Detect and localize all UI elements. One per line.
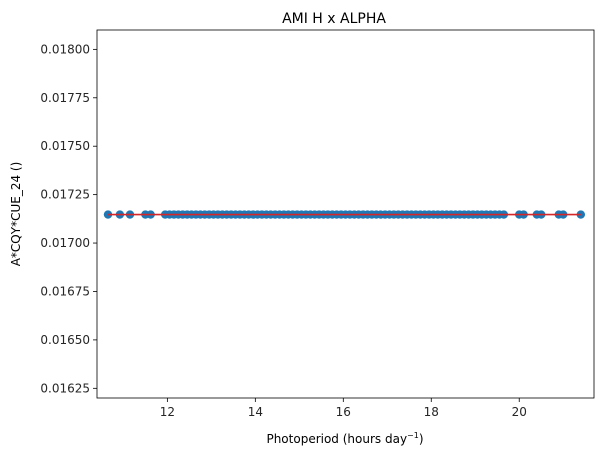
y-tick-label: 0.01700	[40, 236, 90, 250]
x-tick-label: 16	[336, 405, 351, 419]
plot-marks	[103, 210, 586, 219]
y-tick-label: 0.01800	[40, 42, 90, 56]
plot-frame	[96, 29, 595, 399]
x-tick-label: 20	[512, 405, 527, 419]
y-tick-label: 0.01725	[40, 188, 90, 202]
x-axis-label-main: Photoperiod (hours day	[266, 432, 407, 446]
chart-title: AMI H x ALPHA	[282, 11, 386, 27]
x-tick-label: 12	[160, 405, 175, 419]
y-axis-label: A*CQY*CUE_24 ()	[9, 162, 23, 267]
y-tick-label: 0.01750	[40, 139, 90, 153]
x-axis-label-superscript: −1	[407, 431, 419, 440]
x-axis-ticks: 12 14 16 18 20	[160, 398, 527, 419]
x-axis-label-suffix: )	[419, 432, 424, 446]
y-tick-label: 0.01625	[40, 381, 90, 395]
x-axis-label: Photoperiod (hours day−1)	[266, 431, 423, 446]
y-tick-label: 0.01675	[40, 284, 90, 298]
y-tick-label: 0.01775	[40, 91, 90, 105]
x-tick-label: 18	[424, 405, 439, 419]
y-tick-label: 0.01650	[40, 333, 90, 347]
y-axis-ticks: 0.01625 0.01650 0.01675 0.01700 0.01725 0.017…	[40, 42, 97, 395]
x-tick-label: 14	[248, 405, 263, 419]
